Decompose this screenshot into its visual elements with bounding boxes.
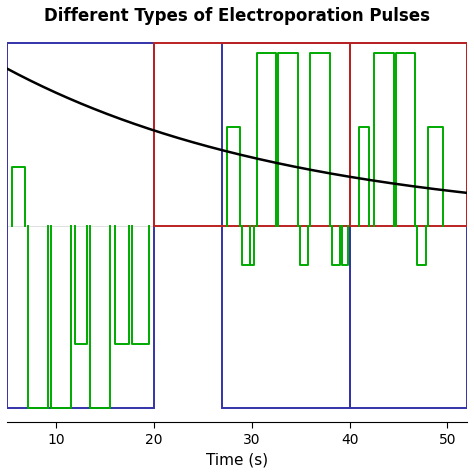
Title: Different Types of Electroporation Pulses: Different Types of Electroporation Pulse… <box>44 7 430 25</box>
Bar <box>350 43 467 226</box>
X-axis label: Time (s): Time (s) <box>206 452 268 467</box>
Bar <box>154 43 350 226</box>
Bar <box>350 43 467 408</box>
Bar <box>7 43 154 408</box>
Bar <box>222 43 350 408</box>
